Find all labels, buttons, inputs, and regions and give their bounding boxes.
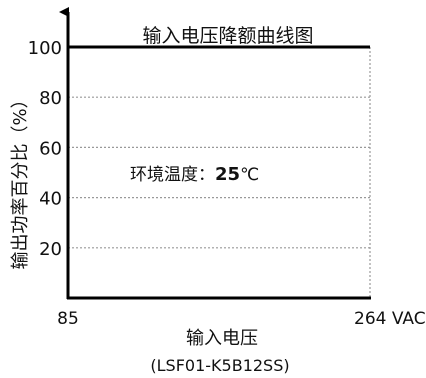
x-axis-label: 输入电压 bbox=[186, 328, 258, 349]
temperature-annotation-unit: ℃ bbox=[240, 165, 259, 185]
y-tick-label-60: 60 bbox=[39, 138, 62, 159]
x-tick-label-85: 85 bbox=[57, 309, 79, 329]
y-tick-label-100: 100 bbox=[28, 38, 62, 59]
y-tick-labels: 20 40 60 80 100 bbox=[28, 38, 62, 260]
grid-lines bbox=[68, 46, 371, 298]
temperature-annotation: 环境温度：25℃ bbox=[130, 164, 259, 185]
chart-title: 输入电压降额曲线图 bbox=[142, 25, 313, 47]
y-tick-label-40: 40 bbox=[39, 189, 62, 210]
x-tick-labels: 85 264 VAC bbox=[57, 309, 425, 329]
model-label: (LSF01-K5B12SS) bbox=[150, 356, 289, 375]
y-tick-label-20: 20 bbox=[39, 239, 62, 260]
temperature-annotation-value: 25 bbox=[215, 164, 240, 185]
y-axis-label: 输出功率百分比（%） bbox=[10, 90, 31, 269]
x-tick-label-264: 264 VAC bbox=[354, 309, 426, 329]
y-tick-label-80: 80 bbox=[39, 88, 62, 109]
temperature-annotation-label: 环境温度： bbox=[130, 165, 215, 185]
